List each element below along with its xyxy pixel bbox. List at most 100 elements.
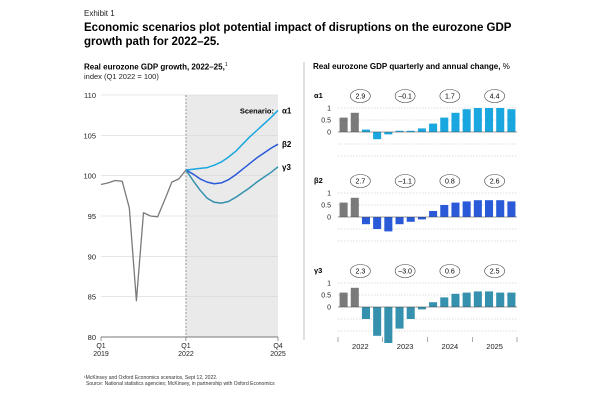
quarterly-bar — [395, 307, 404, 329]
quarterly-bar — [384, 217, 393, 232]
quarterly-bar — [485, 108, 494, 132]
y-tick-label: 105 — [83, 131, 96, 140]
quarterly-bar — [350, 287, 359, 307]
x-tick-label: Q1 — [181, 343, 190, 350]
bar-y-tick-label: 0 — [327, 215, 331, 222]
scenario-label: γ3 — [282, 163, 291, 172]
quarterly-bar — [429, 302, 438, 307]
annual-value: 4.4 — [490, 94, 500, 101]
bar-y-tick-label: 0 — [327, 130, 331, 137]
right-chart-title: Real eurozone GDP quarterly and annual c… — [313, 62, 513, 72]
left-chart-footnote-mark: 1 — [224, 62, 228, 68]
scenario-panel-label: β2 — [314, 176, 323, 185]
right-chart-unit: % — [502, 62, 510, 71]
quarterly-bar — [339, 202, 348, 217]
quarterly-bar — [361, 307, 370, 319]
annual-value: 0.8 — [445, 179, 455, 186]
annual-value: 2.7 — [356, 179, 366, 186]
source-note: Source: National statistics agencies; Mc… — [86, 381, 275, 387]
quarterly-bar — [451, 112, 460, 132]
annual-badge — [484, 89, 505, 103]
annual-badge — [350, 264, 371, 278]
left-chart-title: Real eurozone GDP growth, 2022–25,1 — [84, 62, 228, 72]
quarterly-bar — [350, 197, 359, 217]
quarterly-bar — [406, 130, 415, 132]
quarterly-bar — [373, 217, 382, 229]
x-tick-label: Q1 — [96, 343, 105, 350]
annual-badge — [439, 89, 461, 103]
bar-y-tick-label: 0.5 — [321, 118, 331, 125]
quarterly-bar — [361, 129, 370, 132]
exhibit-label: Exhibit 1 — [84, 9, 115, 18]
quarterly-bar — [462, 109, 471, 132]
quarterly-bar — [395, 217, 404, 225]
bar-x-label: 2024 — [442, 342, 459, 351]
bar-y-tick-label: 1 — [327, 106, 331, 113]
scenario-panel-label: γ3 — [314, 266, 322, 275]
quarterly-bar — [406, 307, 415, 319]
quarterly-bar — [473, 291, 482, 307]
quarterly-bar — [473, 200, 482, 217]
quarterly-bar — [485, 291, 494, 307]
y-tick-label: 100 — [83, 172, 96, 181]
quarterly-bar — [462, 201, 471, 217]
annual-value: 1.7 — [445, 94, 455, 101]
left-chart-title-text: Real eurozone GDP growth, 2022–25, — [84, 62, 225, 72]
y-tick-label: 80 — [88, 333, 96, 342]
page-title: Economic scenarios plot potential impact… — [84, 22, 512, 48]
annual-badge — [394, 264, 416, 278]
scenario-panel-label: α1 — [314, 91, 323, 100]
quarterly-bar — [373, 307, 382, 336]
bar-x-label: 2025 — [486, 342, 503, 351]
quarterly-bar — [507, 201, 516, 217]
quarterly-bar — [339, 117, 348, 132]
quarterly-bar — [496, 200, 505, 217]
scenario-line-2 — [185, 166, 279, 204]
annual-value: –3.0 — [398, 269, 412, 276]
quarterly-bar — [496, 292, 505, 307]
scenario-line-1 — [185, 143, 279, 185]
annual-badge — [439, 264, 461, 278]
y-tick-label: 110 — [84, 91, 96, 100]
left-chart-subtitle: index (Q1 2022 = 100) — [84, 72, 159, 81]
bar-y-tick-label: 1 — [327, 281, 331, 288]
annual-value: 2.9 — [356, 94, 366, 101]
annual-value: –1.1 — [398, 179, 412, 186]
quarterly-bar — [507, 292, 516, 307]
annual-badge — [439, 174, 461, 188]
annual-badge — [484, 264, 505, 278]
bar-y-tick-label: 0.5 — [321, 293, 331, 300]
quarterly-bar — [485, 200, 494, 217]
quarterly-bar — [451, 293, 460, 307]
quarterly-bar — [462, 292, 471, 307]
quarterly-bar — [473, 108, 482, 132]
quarterly-bar — [350, 112, 359, 132]
quarterly-bar — [440, 205, 449, 217]
annual-badge — [394, 89, 416, 103]
x-tick-label: 2025 — [270, 351, 286, 358]
quarterly-bar — [451, 202, 460, 217]
scenario-label: β2 — [282, 140, 292, 149]
y-tick-label: 85 — [88, 293, 96, 302]
quarterly-bar — [440, 297, 449, 307]
bar-y-tick-label: 0.5 — [321, 203, 331, 210]
right-chart-title-text: Real eurozone GDP quarterly and annual c… — [313, 62, 501, 71]
quarterly-bar — [361, 217, 370, 225]
bar-y-tick-label: 0 — [327, 305, 331, 312]
quarterly-bar — [440, 117, 449, 132]
quarterly-bar — [384, 307, 393, 343]
annual-value: 0.6 — [445, 269, 455, 276]
quarterly-bar — [395, 130, 404, 132]
scenario-line-0 — [185, 109, 279, 171]
bar-y-tick-label: 1 — [327, 191, 331, 198]
bar-x-label: 2023 — [397, 342, 414, 351]
history-line — [100, 169, 187, 302]
annual-badge — [350, 174, 371, 188]
annual-value: 2.5 — [490, 269, 500, 276]
x-tick-label: 2022 — [178, 351, 194, 358]
footnote: ¹McKinsey and Oxford Economics scenarios… — [84, 375, 218, 381]
annual-value: –0.1 — [398, 94, 412, 101]
quarterly-bar — [384, 132, 393, 135]
quarterly-bar — [406, 217, 415, 222]
quarterly-bar — [507, 109, 516, 132]
